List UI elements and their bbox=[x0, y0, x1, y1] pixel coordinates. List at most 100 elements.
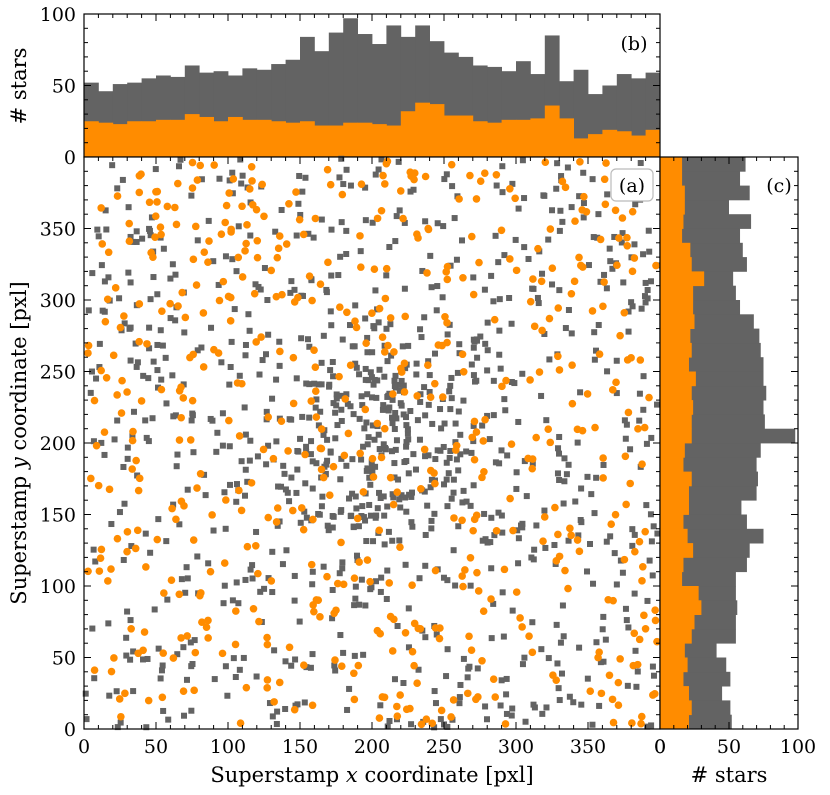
orange-circle-point bbox=[526, 297, 535, 306]
gray-square-point bbox=[336, 570, 343, 577]
orange-circle-point bbox=[530, 322, 539, 331]
gray-square-point bbox=[127, 357, 134, 364]
orange-circle-point bbox=[168, 504, 176, 513]
orange-circle-point bbox=[288, 506, 297, 515]
gray-square-point bbox=[325, 527, 332, 534]
orange-circle-point bbox=[311, 363, 320, 371]
orange-circle-point bbox=[133, 526, 142, 535]
gray-square-point bbox=[591, 510, 598, 517]
gray-square-point bbox=[443, 171, 450, 178]
gray-square-point bbox=[499, 589, 506, 596]
gray-square-point bbox=[398, 377, 405, 384]
orange-circle-point bbox=[225, 416, 233, 425]
orange-circle-point bbox=[353, 514, 362, 523]
orange-circle-point bbox=[635, 635, 644, 644]
gray-square-point bbox=[574, 439, 581, 446]
orange-circle-point bbox=[219, 277, 228, 286]
orange-circle-point bbox=[104, 577, 112, 585]
gray-square-point bbox=[405, 436, 412, 443]
orange-circle-point bbox=[199, 309, 208, 317]
orange-circle-point bbox=[561, 566, 569, 575]
gray-square-point bbox=[490, 298, 497, 305]
orange-circle-point bbox=[537, 277, 546, 286]
orange-circle-point bbox=[363, 556, 372, 564]
gray-square-point bbox=[265, 331, 272, 338]
orange-circle-point bbox=[435, 634, 444, 643]
gray-square-point bbox=[396, 387, 403, 394]
gray-square-point bbox=[534, 294, 541, 301]
gray-square-point bbox=[416, 575, 423, 582]
orange-circle-point bbox=[224, 292, 233, 301]
orange-circle-point bbox=[465, 632, 473, 641]
right-xtick-label: 100 bbox=[780, 736, 816, 758]
orange-circle-point bbox=[607, 520, 616, 529]
gray-square-point bbox=[105, 274, 112, 281]
gray-square-point bbox=[468, 449, 475, 456]
gray-square-point bbox=[318, 216, 325, 223]
gray-square-point bbox=[364, 441, 371, 448]
orange-circle-point bbox=[357, 263, 365, 271]
gray-square-point bbox=[515, 205, 522, 212]
gray-square-point bbox=[484, 347, 491, 354]
right-bar-orange bbox=[660, 242, 691, 258]
orange-circle-point bbox=[468, 232, 476, 241]
gray-square-point bbox=[502, 407, 509, 414]
gray-square-point bbox=[369, 469, 376, 476]
orange-circle-point bbox=[248, 201, 257, 209]
orange-circle-point bbox=[402, 705, 411, 714]
gray-square-point bbox=[178, 576, 185, 583]
gray-square-point bbox=[352, 302, 359, 309]
gray-square-point bbox=[208, 324, 215, 331]
orange-circle-point bbox=[473, 568, 481, 577]
gray-square-point bbox=[632, 647, 639, 654]
gray-square-point bbox=[508, 320, 515, 327]
gray-square-point bbox=[319, 493, 326, 500]
gray-square-point bbox=[236, 666, 243, 673]
orange-circle-point bbox=[307, 560, 316, 569]
gray-square-point bbox=[443, 673, 450, 680]
gray-square-point bbox=[327, 308, 334, 315]
gray-square-point bbox=[331, 662, 338, 669]
gray-square-point bbox=[647, 511, 654, 518]
gray-square-point bbox=[130, 408, 137, 415]
right-bar-orange bbox=[660, 628, 692, 644]
gray-square-point bbox=[649, 572, 656, 579]
gray-square-point bbox=[463, 498, 470, 505]
top-ytick-label: 0 bbox=[64, 147, 76, 169]
gray-square-point bbox=[515, 535, 522, 542]
orange-circle-point bbox=[638, 577, 646, 585]
gray-square-point bbox=[440, 574, 447, 581]
gray-square-point bbox=[281, 470, 288, 477]
gray-square-point bbox=[172, 412, 179, 419]
orange-circle-point bbox=[202, 623, 211, 631]
gray-square-point bbox=[95, 233, 102, 240]
gray-square-point bbox=[229, 169, 236, 176]
right-bar-orange bbox=[660, 171, 683, 186]
gray-square-point bbox=[584, 473, 591, 480]
gray-square-point bbox=[130, 648, 137, 655]
gray-square-point bbox=[333, 395, 340, 402]
gray-square-point bbox=[292, 702, 299, 709]
orange-circle-point bbox=[227, 228, 235, 236]
gray-square-point bbox=[644, 295, 651, 302]
gray-square-point bbox=[194, 553, 201, 560]
gray-square-point bbox=[389, 420, 396, 427]
orange-circle-point bbox=[308, 296, 316, 305]
gray-square-point bbox=[553, 185, 560, 192]
orange-circle-point bbox=[362, 339, 370, 348]
gray-square-point bbox=[623, 421, 630, 428]
gray-square-point bbox=[358, 393, 365, 400]
gray-square-point bbox=[130, 688, 137, 695]
gray-square-point bbox=[441, 481, 448, 488]
orange-circle-point bbox=[285, 199, 293, 208]
orange-circle-point bbox=[139, 646, 147, 655]
orange-circle-point bbox=[350, 695, 359, 704]
gray-square-point bbox=[429, 420, 436, 427]
gray-square-point bbox=[132, 340, 139, 347]
gray-square-point bbox=[407, 408, 414, 415]
gray-square-point bbox=[392, 372, 399, 379]
gray-square-point bbox=[391, 377, 398, 384]
gray-square-point bbox=[558, 173, 565, 180]
gray-square-point bbox=[343, 391, 350, 398]
orange-circle-point bbox=[337, 538, 345, 547]
